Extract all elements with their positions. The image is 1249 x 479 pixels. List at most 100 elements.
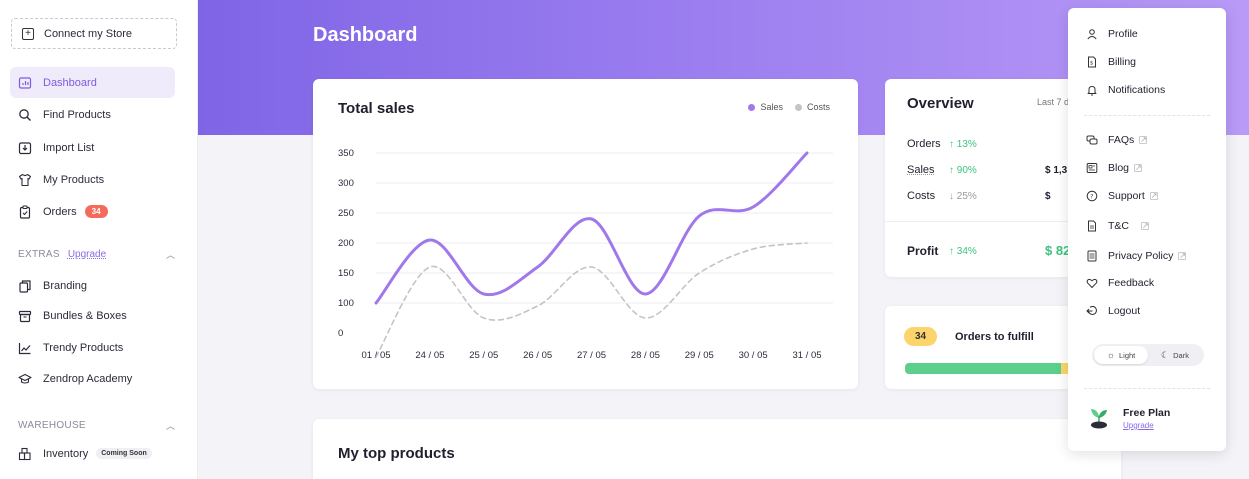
file-lines-icon — [1086, 250, 1098, 262]
menu-item-support[interactable]: ? Support ↗ — [1086, 190, 1158, 202]
menu-item-faqs[interactable]: FAQs ↗ — [1086, 134, 1148, 146]
fulfill-label: Orders to fulfill — [955, 331, 1034, 343]
chevron-up-icon[interactable]: ︿ — [166, 421, 176, 431]
sidebar-item-find-products[interactable]: Find Products — [10, 99, 175, 130]
menu-item-feedback[interactable]: Feedback — [1086, 277, 1154, 289]
sidebar-item-orders[interactable]: Orders 34 — [10, 196, 175, 227]
search-icon — [18, 108, 32, 122]
orders-count-badge: 34 — [84, 205, 108, 218]
y-tick-label: 200 — [338, 238, 354, 249]
warehouse-section-header[interactable]: WAREHOUSE ︿ — [18, 420, 175, 431]
x-tick-label: 31 / 05 — [792, 350, 821, 361]
chevron-up-icon[interactable]: ︿ — [166, 250, 176, 260]
menu-item-label: Privacy Policy — [1108, 250, 1174, 262]
top-products-title: My top products — [338, 445, 455, 462]
plant-icon — [1091, 409, 1107, 429]
x-tick-label: 29 / 05 — [685, 350, 714, 361]
menu-item-profile[interactable]: Profile — [1086, 28, 1138, 40]
sidebar-item-trendy-products[interactable]: Trendy Products — [10, 332, 175, 363]
graduation-cap-icon — [18, 372, 32, 386]
sidebar-item-label: Zendrop Academy — [43, 372, 133, 385]
menu-item-label: Profile — [1108, 28, 1138, 40]
coming-soon-badge: Coming Soon — [96, 448, 152, 459]
menu-item-billing[interactable]: $ Billing — [1086, 56, 1136, 68]
newspaper-icon — [1086, 162, 1098, 174]
menu-item-terms[interactable]: T&C ↗ — [1086, 220, 1149, 232]
legend-label-costs: Costs — [806, 102, 830, 112]
plan-upgrade-link[interactable]: Upgrade — [1123, 421, 1154, 430]
fulfill-count-badge: 34 — [904, 327, 938, 346]
overview-period[interactable]: Last 7 d — [1037, 97, 1070, 107]
fulfill-progress-fill — [905, 363, 1061, 374]
chat-icon — [1086, 134, 1098, 146]
menu-divider — [1084, 115, 1210, 116]
external-link-icon: ↗ — [1149, 191, 1158, 200]
menu-item-label: Billing — [1108, 56, 1137, 68]
total-sales-title: Total sales — [338, 100, 415, 117]
overview-label-sales[interactable]: Sales — [907, 164, 935, 176]
sidebar-item-label: Inventory — [43, 447, 89, 460]
x-tick-label: 24 / 05 — [415, 350, 444, 361]
sidebar-item-import-list[interactable]: Import List — [10, 132, 175, 163]
legend-sales[interactable]: Sales — [748, 102, 783, 112]
overview-change-sales: ↑ 90% — [949, 164, 977, 176]
sidebar-item-dashboard[interactable]: Dashboard — [10, 67, 175, 98]
sidebar-item-label: Trendy Products — [43, 341, 124, 354]
overview-label-profit: Profit — [907, 244, 939, 258]
top-products-card: My top products — [313, 419, 1121, 479]
sidebar-item-label: Orders — [43, 205, 77, 218]
theme-dark-option[interactable]: ☾ Dark — [1148, 346, 1202, 364]
y-tick-label: 250 — [338, 208, 354, 219]
external-link-icon: ↗ — [1139, 135, 1148, 144]
extras-section-header[interactable]: EXTRAS Upgrade ︿ — [18, 249, 175, 260]
sales-series-line — [374, 151, 809, 305]
menu-item-label: Notifications — [1108, 84, 1166, 96]
sidebar-item-bundles[interactable]: Bundles & Boxes — [10, 300, 175, 331]
file-icon — [1086, 220, 1098, 232]
connect-store-label: Connect my Store — [44, 27, 133, 40]
legend-label-sales: Sales — [760, 102, 783, 112]
sidebar-item-inventory[interactable]: Inventory Coming Soon — [10, 438, 175, 469]
overview-card: Overview Last 7 d Orders ↑ 13% Sales ↑ 9… — [885, 79, 1085, 277]
theme-dark-label: Dark — [1173, 350, 1189, 360]
overview-value-sales: $ 1,3 — [1045, 165, 1068, 176]
sidebar-item-label: Branding — [43, 279, 88, 292]
sidebar-item-branding[interactable]: Branding — [10, 270, 175, 301]
sidebar-item-academy[interactable]: Zendrop Academy — [10, 363, 175, 394]
theme-light-label: Light — [1118, 350, 1136, 360]
sidebar-item-label: Bundles & Boxes — [43, 309, 127, 322]
page-title: Dashboard — [313, 24, 418, 46]
extras-upgrade-link[interactable]: Upgrade — [67, 249, 107, 260]
y-tick-label: 0 — [338, 328, 343, 339]
legend-costs[interactable]: Costs — [794, 102, 830, 112]
menu-item-label: Support — [1108, 190, 1145, 202]
y-tick-label: 150 — [338, 268, 354, 279]
y-tick-label: 350 — [338, 148, 354, 159]
connect-store-button[interactable]: + Connect my Store — [11, 18, 177, 49]
inventory-icon — [18, 447, 32, 461]
menu-item-privacy-policy[interactable]: Privacy Policy ↗ — [1086, 250, 1187, 262]
external-link-icon: ↗ — [1134, 163, 1143, 172]
heart-icon — [1086, 277, 1098, 289]
extras-label: EXTRAS — [18, 249, 60, 260]
y-tick-label: 300 — [338, 178, 354, 189]
menu-item-blog[interactable]: Blog ↗ — [1086, 162, 1143, 174]
menu-item-label: FAQs — [1108, 134, 1135, 146]
overview-change-costs: ↓ 25% — [949, 190, 977, 202]
menu-item-label: Feedback — [1108, 277, 1155, 289]
theme-light-option[interactable]: ☼ Light — [1094, 346, 1148, 364]
menu-item-logout[interactable]: Logout — [1086, 305, 1140, 317]
svg-text:?: ? — [1090, 193, 1093, 200]
x-tick-label: 25 / 05 — [469, 350, 498, 361]
x-tick-label: 27 / 05 — [577, 350, 606, 361]
plus-icon: + — [22, 27, 34, 40]
external-link-icon: ↗ — [1141, 221, 1149, 230]
menu-item-notifications[interactable]: Notifications — [1086, 84, 1165, 96]
y-tick-label: 100 — [338, 298, 354, 309]
import-icon — [18, 141, 32, 155]
overview-divider — [885, 221, 1085, 222]
sidebar-item-my-products[interactable]: My Products — [10, 164, 175, 195]
theme-toggle: ☼ Light ☾ Dark — [1092, 344, 1204, 366]
x-tick-label: 28 / 05 — [631, 350, 660, 361]
